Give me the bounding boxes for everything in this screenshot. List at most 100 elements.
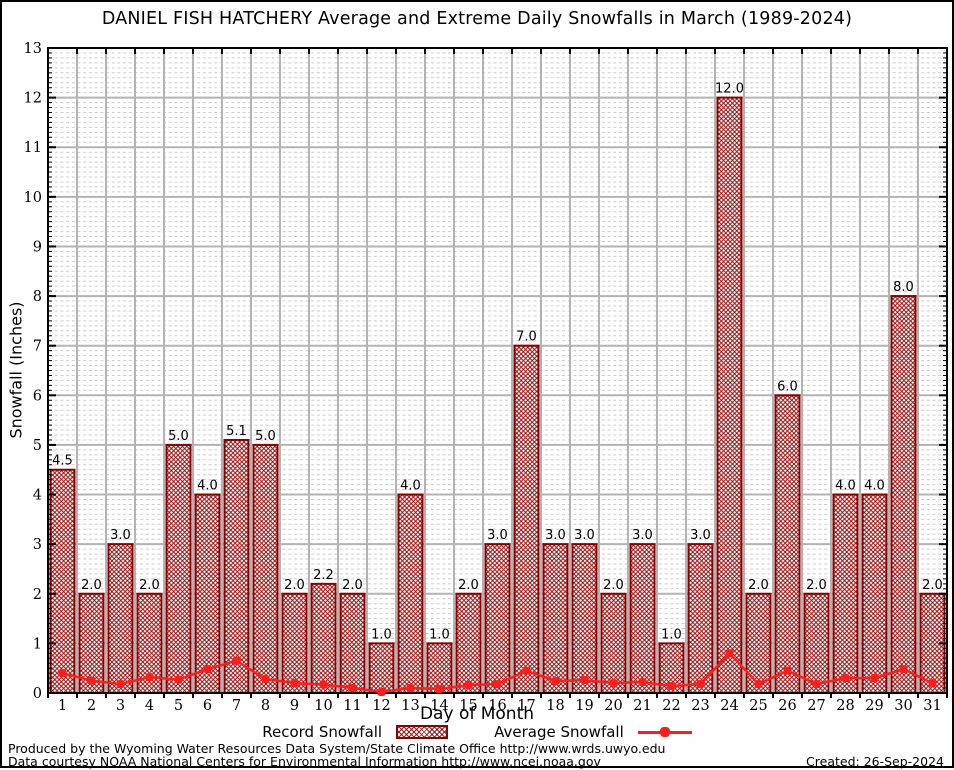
record-bar-day-28 (832, 493, 859, 694)
svg-text:1: 1 (58, 698, 67, 714)
record-bar-day-15 (455, 592, 482, 694)
record-bar-day-23 (687, 543, 714, 695)
bar-value-label: 3.0 (487, 528, 508, 543)
bar-value-label: 3.0 (574, 528, 595, 543)
y-axis-title: Snowfall (Inches) (6, 301, 26, 439)
svg-text:28: 28 (836, 698, 854, 714)
bar-value-label: 1.0 (429, 627, 450, 642)
svg-text:25: 25 (749, 698, 767, 714)
record-bar-day-24 (716, 96, 743, 695)
bar-value-label: 12.0 (715, 82, 744, 97)
svg-text:13: 13 (24, 41, 42, 57)
average-marker-day-22 (667, 682, 676, 691)
created-date: Created: 26-Sep-2024 (806, 754, 944, 769)
footer-line1: Produced by the Wyoming Water Resources … (8, 741, 666, 756)
bar-value-label: 6.0 (777, 379, 798, 394)
average-marker-day-11 (348, 684, 357, 693)
svg-text:9: 9 (33, 239, 42, 255)
record-bar-day-17 (513, 344, 540, 694)
record-bar-day-3 (107, 543, 134, 695)
record-bar-day-14 (426, 642, 453, 695)
bar-value-label: 3.0 (690, 528, 711, 543)
bar-value-label: 2.0 (806, 578, 827, 593)
footer-spacer (601, 754, 806, 769)
svg-text:9: 9 (290, 698, 299, 714)
bar-value-label: 5.0 (168, 429, 189, 444)
average-snowfall-line (58, 649, 937, 697)
svg-text:13: 13 (401, 698, 419, 714)
svg-text:12: 12 (372, 698, 390, 714)
legend-record-label: Record Snowfall (262, 723, 383, 741)
bar-value-label: 4.0 (400, 479, 421, 494)
svg-text:19: 19 (575, 698, 593, 714)
record-bar-day-16 (484, 543, 511, 695)
svg-text:5: 5 (174, 698, 183, 714)
legend: Record Snowfall Average Snowfall (2, 723, 952, 741)
footer-data-courtesy: Data courtesy NOAA National Centers for … (8, 754, 601, 769)
average-marker-day-19 (580, 676, 589, 685)
average-marker-day-9 (290, 679, 299, 688)
svg-text:3: 3 (33, 537, 42, 553)
record-bar-day-19 (571, 543, 598, 695)
bar-value-label: 3.0 (545, 528, 566, 543)
average-marker-day-4 (145, 673, 154, 682)
svg-text:8: 8 (33, 289, 42, 305)
bar-value-label: 2.0 (458, 578, 479, 593)
bar-value-label: 2.0 (603, 578, 624, 593)
svg-text:17: 17 (517, 698, 535, 714)
svg-text:14: 14 (430, 698, 448, 714)
bar-value-label: 2.2 (313, 568, 334, 583)
bar-value-label: 2.0 (748, 578, 769, 593)
average-marker-day-29 (870, 674, 879, 683)
record-bar-day-20 (600, 592, 627, 694)
footer-line2: Data courtesy NOAA National Centers for … (8, 754, 944, 769)
average-marker-day-25 (754, 680, 763, 689)
svg-text:0: 0 (33, 686, 42, 702)
bar-value-label: 4.0 (197, 479, 218, 494)
average-line-marker-icon (659, 727, 670, 737)
svg-text:7: 7 (232, 698, 241, 714)
bar-value-label: 5.0 (255, 429, 276, 444)
average-marker-day-6 (203, 665, 212, 674)
svg-text:10: 10 (24, 190, 42, 206)
record-bar-day-7 (223, 438, 250, 695)
bar-value-label: 2.0 (922, 578, 943, 593)
average-marker-day-21 (638, 678, 647, 687)
average-marker-day-28 (841, 674, 850, 683)
bar-value-label: 4.5 (52, 454, 73, 469)
average-marker-day-30 (899, 665, 908, 674)
average-marker-day-20 (609, 679, 618, 688)
average-marker-day-8 (261, 675, 270, 684)
average-marker-day-13 (406, 684, 415, 693)
average-marker-day-17 (522, 666, 531, 675)
svg-text:30: 30 (894, 698, 912, 714)
svg-text:29: 29 (865, 698, 883, 714)
bar-value-label: 5.1 (226, 424, 247, 439)
legend-average-label: Average Snowfall (494, 723, 624, 741)
svg-text:2: 2 (87, 698, 96, 714)
average-marker-day-14 (435, 685, 444, 694)
average-line-sample-icon (637, 727, 692, 737)
svg-text:31: 31 (923, 698, 941, 714)
average-marker-day-15 (464, 681, 473, 690)
record-bar-day-21 (629, 543, 656, 695)
record-bar-day-13 (397, 493, 424, 694)
average-marker-day-10 (319, 680, 328, 689)
average-marker-day-27 (812, 680, 821, 689)
svg-text:15: 15 (459, 698, 477, 714)
svg-text:7: 7 (33, 339, 42, 355)
record-bar-day-12 (368, 642, 395, 695)
bar-value-label: 3.0 (632, 528, 653, 543)
svg-text:2: 2 (33, 587, 42, 603)
svg-text:16: 16 (488, 698, 506, 714)
svg-text:12: 12 (24, 91, 42, 107)
record-snowfall-bars: 4.5 2.0 3.0 2.0 5.0 4.0 5.1 5.0 2.0 2.2 2.0 1.0 4.0 1… (49, 82, 946, 695)
record-bar-day-29 (861, 493, 888, 694)
svg-text:11: 11 (343, 698, 361, 714)
average-marker-day-18 (551, 677, 560, 686)
x-tick-labels: 1 2 3 4 5 6 7 8 9 10 11 12 13 14 15 16 17 18 19 20 21 22 23 24 2… (58, 698, 942, 714)
record-bar-day-25 (745, 592, 772, 694)
bar-value-label: 7.0 (516, 330, 537, 345)
